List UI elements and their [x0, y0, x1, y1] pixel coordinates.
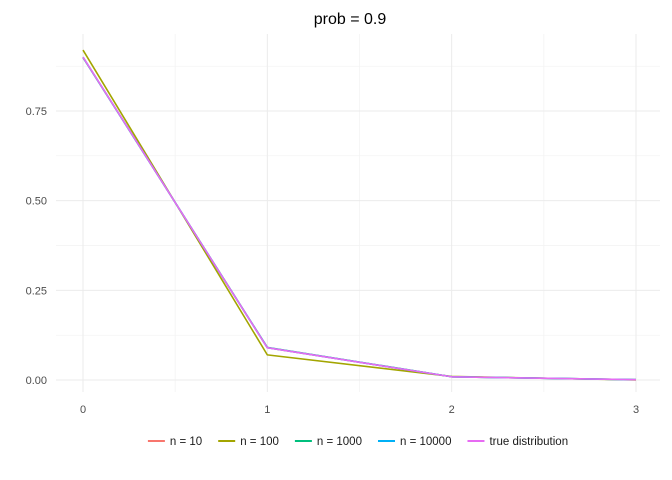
legend-label: n = 100 [240, 436, 279, 448]
series-lines [82, 49, 637, 381]
y-tick-label: 0.00 [26, 375, 47, 387]
legend-label: n = 10 [170, 436, 202, 448]
chart-title: prob = 0.9 [314, 11, 387, 28]
x-tick-label: 3 [633, 404, 639, 416]
grid [56, 34, 660, 392]
x-tick-label: 2 [449, 404, 455, 416]
x-axis-ticks: 0 1 2 3 [80, 404, 639, 416]
x-tick-label: 0 [80, 404, 86, 416]
y-tick-label: 0.25 [26, 285, 47, 297]
y-tick-label: 0.50 [26, 196, 47, 208]
x-tick-label: 1 [264, 404, 270, 416]
legend-label: n = 1000 [317, 436, 362, 448]
legend: n = 10 n = 100 n = 1000 n = 10000 true distr… [147, 436, 568, 448]
legend-label: true distribution [489, 436, 568, 448]
y-axis-ticks: 0.00 0.25 0.50 0.75 [26, 106, 47, 387]
series-line [82, 56, 637, 381]
legend-label: n = 10000 [400, 436, 451, 448]
y-tick-label: 0.75 [26, 106, 47, 118]
